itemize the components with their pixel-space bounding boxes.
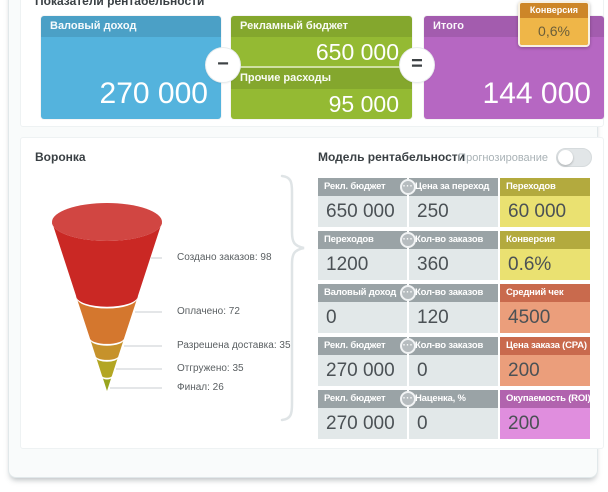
model-r5-result-value: 200 — [500, 408, 590, 439]
model-r3-input2: Кол-во заказов 120 — [409, 284, 498, 333]
model-r4-result: Цена заказа (CPA) 200 — [500, 337, 590, 386]
ad-budget-label: Рекламный бюджет — [231, 16, 412, 37]
indicators-panel: Показатели рентабельности Валовый доход … — [20, 0, 604, 127]
funnel-stage-5-label: Финал: 26 — [177, 382, 224, 393]
conversion-badge-label: Конверсия — [520, 3, 588, 18]
model-row-3: Валовый доход 0 ··· Кол-во заказов 120 С… — [318, 284, 590, 333]
forecast-label: Прогнозирование — [458, 152, 548, 164]
model-r4-result-value: 200 — [500, 355, 590, 386]
budget-expenses-card: Рекламный бюджет 650 000 Прочие расходы … — [231, 16, 412, 119]
equals-operator-icon: = — [400, 48, 434, 82]
row-operator-icon: ··· — [400, 285, 416, 301]
ad-budget-block: Рекламный бюджет 650 000 — [231, 16, 412, 66]
brace-decoration — [280, 174, 305, 422]
model-r4-input1-value[interactable]: 270 000 — [318, 355, 407, 386]
model-r2-input2-value[interactable]: 360 — [409, 249, 498, 280]
model-r4-input2-value[interactable]: 0 — [409, 355, 498, 386]
model-r5-input2: Наценка, % 0 — [409, 390, 498, 439]
forecast-toggle-knob — [558, 150, 573, 165]
model-r3-input1: Валовый доход 0 — [318, 284, 407, 333]
funnel-stage-1 — [52, 222, 162, 307]
funnel-title: Воронка — [35, 150, 86, 164]
row-operator-icon: ··· — [400, 391, 416, 407]
model-r3-input1-value[interactable]: 0 — [318, 302, 407, 333]
forecast-toggle[interactable] — [556, 148, 592, 167]
row-operator-icon: ··· — [400, 179, 416, 195]
model-r1-input1-value[interactable]: 650 000 — [318, 196, 407, 227]
model-title: Модель рентабельности — [318, 150, 466, 164]
model-r1-input1: Рекл. бюджет 650 000 — [318, 178, 407, 227]
minus-operator-icon: − — [206, 48, 240, 82]
model-row-1: Рекл. бюджет 650 000 ··· Цена за переход… — [318, 178, 590, 227]
funnel-stage-2-label: Оплачено: 72 — [177, 306, 240, 317]
other-expenses-label: Прочие расходы — [231, 68, 412, 89]
model-r1-input2: Цена за переход 250 — [409, 178, 498, 227]
dashboard-window: Показатели рентабельности Валовый доход … — [8, 0, 604, 478]
model-row-2: Переходов 1200 ··· Кол-во заказов 360 Ко… — [318, 231, 590, 280]
funnel-connector-lines — [110, 257, 162, 389]
gross-income-value: 270 000 — [99, 77, 208, 110]
analysis-panel: Воронка Модель рентабельности Прогнозиро… — [20, 137, 604, 449]
gross-income-label: Валовый доход — [41, 16, 221, 37]
funnel-stage-4-label: Отгружено: 35 — [177, 363, 244, 374]
model-row-5: Рекл. бюджет 270 000 ··· Наценка, % 0 Ок… — [318, 390, 590, 439]
model-r3-input2-value[interactable]: 120 — [409, 302, 498, 333]
row-operator-icon: ··· — [400, 338, 416, 354]
funnel-stage-3 — [90, 340, 124, 360]
ad-budget-value: 650 000 — [315, 39, 399, 65]
funnel-top-highlight — [52, 203, 162, 241]
total-value: 144 000 — [482, 77, 591, 110]
model-r3-result-value: 4500 — [500, 302, 590, 333]
model-r5-input1-value[interactable]: 270 000 — [318, 408, 407, 439]
model-r1-result-value: 60 000 — [500, 196, 590, 227]
model-r2-input1: Переходов 1200 — [318, 231, 407, 280]
funnel-stage-5 — [102, 378, 112, 391]
model-row-4: Рекл. бюджет 270 000 ··· Кол-во заказов … — [318, 337, 590, 386]
other-expenses-block: Прочие расходы 95 000 — [231, 68, 412, 118]
model-r5-result: Окупаемость (ROI) 200 — [500, 390, 590, 439]
funnel-top-ellipse — [52, 203, 162, 241]
other-expenses-value: 95 000 — [328, 91, 399, 117]
model-r5-input2-value[interactable]: 0 — [409, 408, 498, 439]
model-r5-input1: Рекл. бюджет 270 000 — [318, 390, 407, 439]
gross-income-card: Валовый доход 270 000 — [41, 16, 221, 119]
card-divider — [231, 66, 412, 68]
model-r4-input2: Кол-во заказов 0 — [409, 337, 498, 386]
model-r1-result: Переходов 60 000 — [500, 178, 590, 227]
indicators-title: Показатели рентабельности — [35, 0, 205, 8]
model-r1-input2-value[interactable]: 250 — [409, 196, 498, 227]
model-r4-input1: Рекл. бюджет 270 000 — [318, 337, 407, 386]
row-operator-icon: ··· — [400, 232, 416, 248]
model-r3-result: Средний чек 4500 — [500, 284, 590, 333]
conversion-badge-value: 0,6% — [520, 18, 588, 45]
conversion-badge: Конверсия 0,6% — [518, 1, 590, 47]
model-r2-result-value: 0.6% — [500, 249, 590, 280]
model-table: Рекл. бюджет 650 000 ··· Цена за переход… — [318, 178, 590, 443]
model-r2-input2: Кол-во заказов 360 — [409, 231, 498, 280]
model-r2-result: Конверсия 0.6% — [500, 231, 590, 280]
funnel-stage-2 — [76, 298, 138, 344]
funnel-stage-3-label: Разрешена доставка: 35 — [177, 340, 291, 351]
funnel-chart — [52, 203, 162, 391]
model-r2-input1-value[interactable]: 1200 — [318, 249, 407, 280]
funnel-stage-4 — [96, 358, 118, 378]
funnel-stage-1-label: Создано заказов: 98 — [177, 252, 272, 263]
